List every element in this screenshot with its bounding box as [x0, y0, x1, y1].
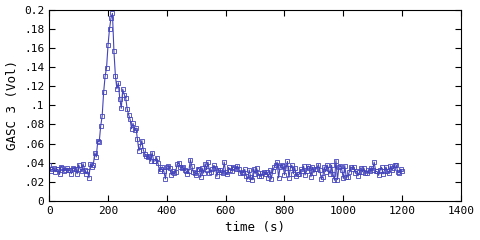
X-axis label: time (s): time (s) — [225, 222, 285, 234]
Y-axis label: GASC 3 (Vol): GASC 3 (Vol) — [6, 60, 19, 150]
